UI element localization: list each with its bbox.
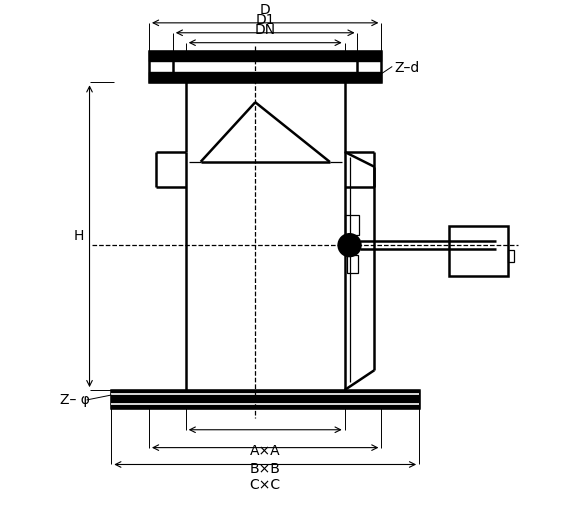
Bar bbox=[347, 255, 358, 273]
Polygon shape bbox=[111, 390, 419, 408]
Text: D1: D1 bbox=[255, 13, 275, 27]
Text: A×A: A×A bbox=[250, 444, 281, 458]
Text: H: H bbox=[73, 229, 84, 243]
Bar bbox=[149, 51, 381, 83]
Bar bbox=[508, 250, 514, 262]
Text: Z– φ: Z– φ bbox=[60, 393, 90, 407]
Text: DN: DN bbox=[255, 23, 276, 37]
Text: D: D bbox=[260, 3, 270, 17]
Polygon shape bbox=[149, 51, 381, 60]
Text: Z–d: Z–d bbox=[394, 60, 419, 75]
Bar bbox=[345, 215, 360, 235]
Bar bbox=[111, 390, 419, 408]
Text: B×B: B×B bbox=[250, 461, 281, 476]
Polygon shape bbox=[149, 72, 381, 83]
Text: C×C: C×C bbox=[249, 478, 281, 492]
Bar bbox=[449, 226, 508, 276]
Circle shape bbox=[339, 234, 360, 256]
